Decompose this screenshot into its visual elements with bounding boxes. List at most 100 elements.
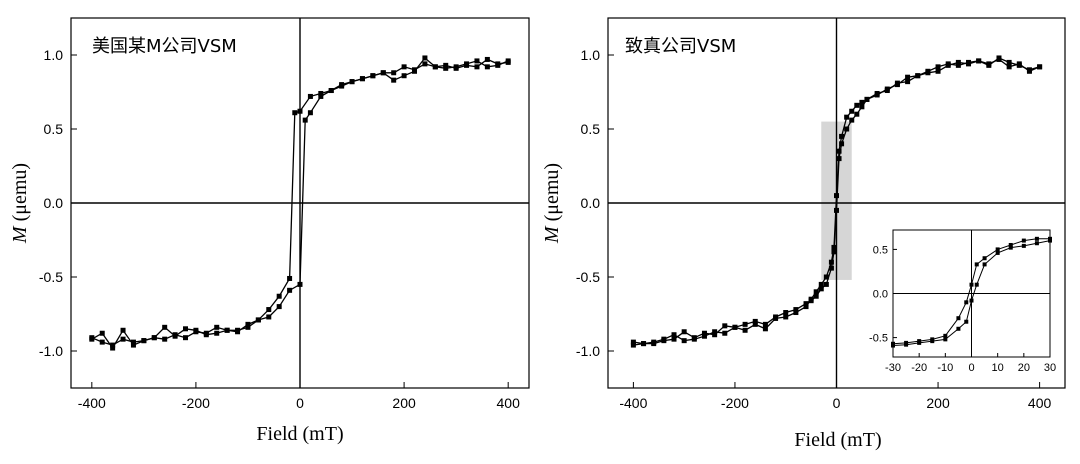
data-point — [854, 102, 860, 108]
data-point — [849, 108, 855, 114]
data-point — [982, 256, 987, 261]
y-tick-label: 0.0 — [44, 195, 64, 211]
data-point — [834, 193, 839, 199]
data-point — [391, 70, 397, 76]
data-point — [969, 282, 974, 287]
data-point — [412, 67, 417, 73]
data-point — [722, 330, 728, 336]
data-point — [891, 343, 895, 348]
x-axis-label-right: Field (mT) — [794, 429, 881, 451]
data-point — [995, 250, 1000, 255]
x-tick-label: 200 — [926, 395, 950, 411]
data-point — [894, 82, 900, 88]
data-point — [976, 58, 982, 64]
chart-right: -400 -200 0 200 400-1.0-0.50.00.51.0 致真公司VSM… — [541, 17, 1066, 451]
data-point — [671, 332, 677, 338]
data-point — [844, 114, 850, 120]
x-tick-label: -20 — [911, 362, 927, 374]
data-point — [831, 249, 837, 255]
data-point — [839, 141, 845, 147]
data-point — [742, 327, 748, 333]
data-point — [783, 310, 789, 316]
data-point — [1034, 236, 1039, 241]
y-tick-label: -0.5 — [39, 269, 63, 285]
data-point — [849, 117, 855, 123]
data-point — [905, 79, 911, 85]
y-tick-label: -0.5 — [869, 333, 888, 345]
data-point — [943, 337, 948, 342]
data-point — [945, 62, 951, 68]
data-point — [484, 56, 490, 62]
data-point — [1021, 238, 1026, 243]
data-point — [1026, 67, 1032, 73]
data-point — [484, 64, 490, 70]
data-point — [828, 259, 834, 265]
data-point — [712, 332, 718, 338]
data-point — [905, 74, 911, 80]
data-point — [681, 338, 687, 344]
data-point — [495, 62, 501, 68]
data-point — [297, 281, 303, 287]
data-point — [742, 321, 748, 327]
data-point — [854, 111, 860, 117]
data-point — [752, 321, 758, 327]
data-point — [982, 262, 987, 267]
data-point — [773, 314, 779, 320]
y-tick-label: 0.0 — [581, 195, 601, 211]
data-point — [349, 79, 355, 85]
data-point — [943, 333, 948, 338]
y-tick-label: 0.5 — [873, 244, 888, 256]
data-point — [443, 65, 449, 71]
data-point — [793, 307, 799, 313]
data-point — [380, 70, 386, 76]
y-axis-label-unit-right: (μemu) — [541, 163, 563, 226]
data-point — [818, 286, 824, 292]
data-point — [630, 342, 636, 348]
x-tick-label: -400 — [619, 395, 647, 411]
data-point — [956, 326, 961, 331]
data-point — [339, 83, 345, 89]
data-point — [935, 64, 941, 70]
data-point — [453, 64, 459, 70]
data-point — [793, 310, 799, 316]
data-point — [328, 88, 334, 94]
chart-title-right: 致真公司VSM — [625, 36, 736, 57]
data-point — [974, 262, 979, 267]
data-point — [203, 330, 209, 336]
data-point — [1037, 64, 1043, 70]
data-point — [422, 55, 428, 61]
x-tick-label: 0 — [968, 362, 974, 374]
data-point — [287, 287, 293, 293]
data-point — [964, 319, 969, 324]
data-point — [110, 342, 116, 348]
data-point — [99, 339, 105, 345]
data-point — [996, 55, 1002, 61]
data-point — [359, 76, 365, 82]
data-point — [722, 323, 728, 329]
data-point — [1008, 245, 1013, 250]
data-point — [99, 330, 105, 336]
data-point — [307, 110, 313, 116]
data-point — [1016, 62, 1022, 68]
data-point — [974, 282, 979, 287]
data-point — [1006, 64, 1012, 70]
data-point — [1021, 243, 1026, 248]
data-point — [193, 329, 199, 335]
data-point — [443, 62, 449, 68]
data-point — [762, 326, 768, 332]
data-point — [783, 314, 789, 320]
data-point — [120, 327, 126, 333]
y-tick-label: 0.0 — [873, 289, 888, 301]
x-tick-label: 20 — [1018, 362, 1030, 374]
data-point — [915, 73, 921, 79]
data-point — [995, 247, 1000, 252]
data-point — [964, 300, 969, 305]
right-marks: -400 -200 0 200 400-1.0-0.50.00.51.0 — [576, 18, 1065, 411]
data-point — [255, 317, 261, 323]
data-point — [224, 327, 230, 333]
data-point — [955, 62, 961, 68]
data-point — [661, 336, 667, 342]
data-point — [917, 340, 922, 345]
data-point — [955, 59, 961, 65]
